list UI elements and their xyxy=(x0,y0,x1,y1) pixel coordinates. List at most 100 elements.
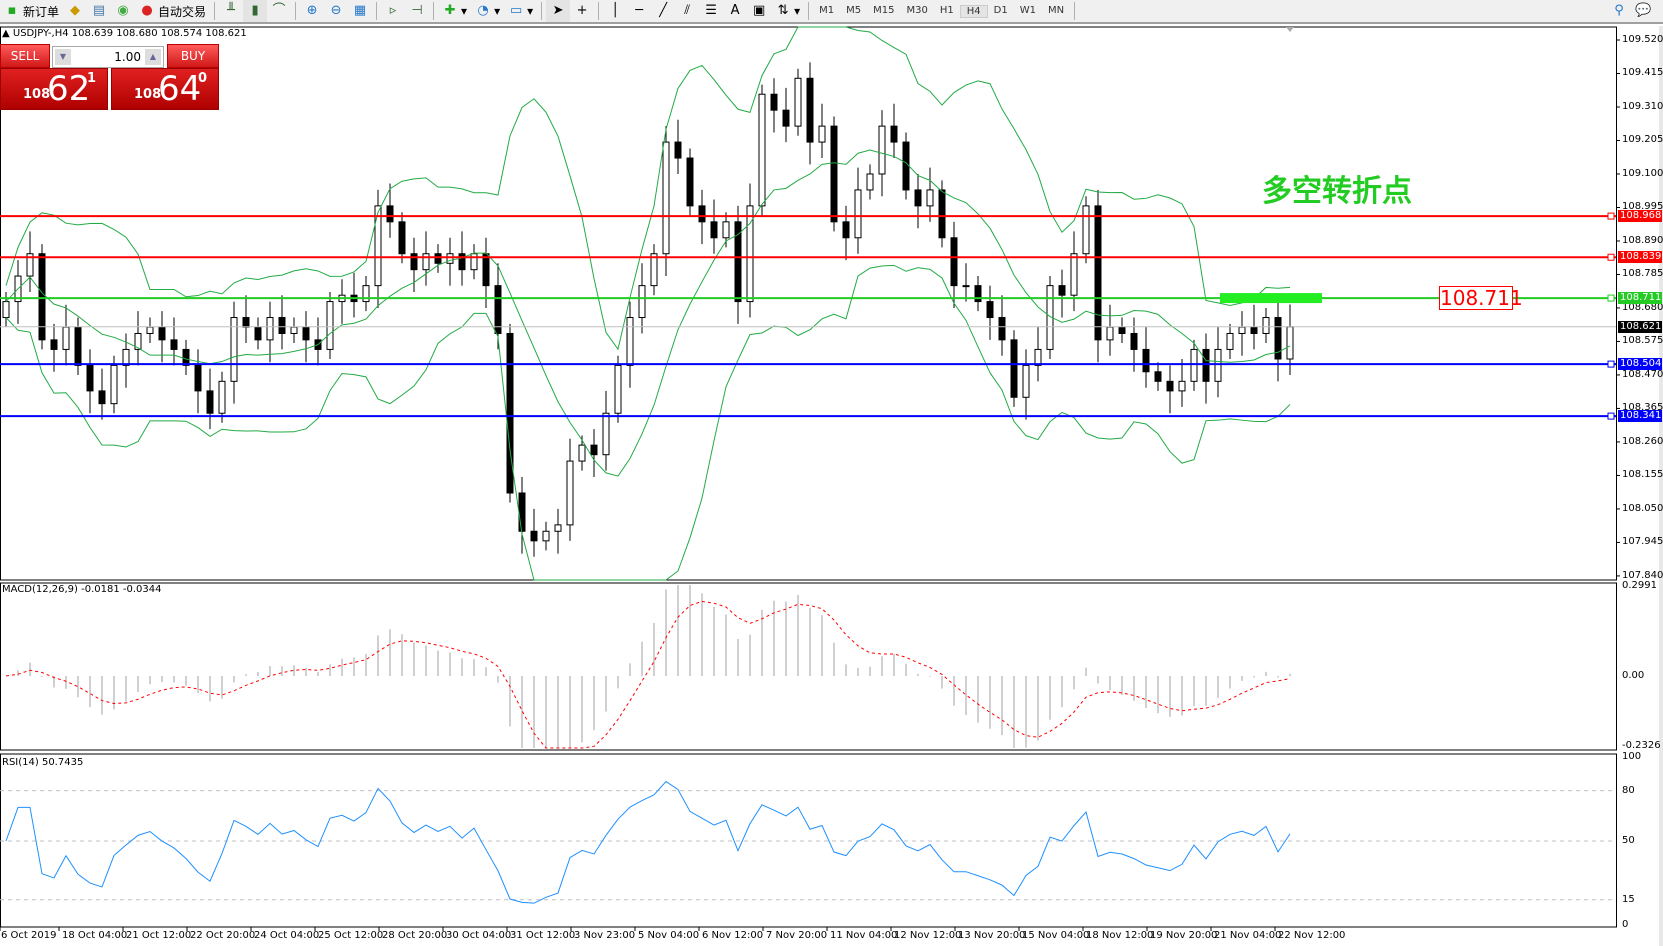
time-axis-label: 12 Nov 12:00 xyxy=(894,930,962,941)
level-handle[interactable] xyxy=(1607,294,1615,302)
bear-candle xyxy=(494,285,502,334)
crosshair-button[interactable]: + xyxy=(570,0,594,22)
chart-shift-button[interactable]: ⊣ xyxy=(405,0,429,22)
level-handle[interactable] xyxy=(1607,253,1615,261)
lot-input[interactable]: 1.00 xyxy=(114,50,141,64)
periods-button[interactable]: ◔ ▾ xyxy=(471,0,504,22)
turning-point-annotation[interactable]: 多空转折点 xyxy=(1262,174,1412,209)
level-handle[interactable] xyxy=(1607,412,1615,420)
horizontal-line-button[interactable]: ─ xyxy=(627,0,651,22)
chevron-down-icon: ▾ xyxy=(494,4,501,18)
sell-button[interactable]: SELL xyxy=(0,44,50,68)
timeframe-bar: M1 M5 M15 M30 H1 H4 D1 W1 MN xyxy=(813,4,1070,18)
bear-candle xyxy=(890,125,898,143)
price-tick-label: 108.680 xyxy=(1622,301,1663,313)
templates-button[interactable]: ▭ ▾ xyxy=(504,0,537,22)
timeframe-w1[interactable]: W1 xyxy=(1019,4,1036,16)
bear-candle xyxy=(770,93,778,111)
text-button[interactable]: A xyxy=(723,0,747,22)
bear-candle xyxy=(194,364,202,392)
time-axis-label: 18 Oct 04:00 xyxy=(62,930,128,941)
bar-chart-button[interactable]: ╨ xyxy=(219,0,243,22)
lot-stepper[interactable]: ▼ 1.00 ▲ xyxy=(52,46,164,68)
bar-chart-icon: ╨ xyxy=(227,3,235,18)
auto-trading-button[interactable]: ● 自动交易 xyxy=(135,0,210,22)
timeframe-d1[interactable]: D1 xyxy=(993,4,1008,16)
indicators-button[interactable]: ✚ ▾ xyxy=(438,0,471,22)
price-tick-label: 108.470 xyxy=(1622,368,1663,380)
lot-increase-button[interactable]: ▲ xyxy=(145,49,161,65)
tile-windows-button[interactable]: ▦ xyxy=(348,0,372,22)
equidistant-channel-button[interactable]: ⫽ xyxy=(675,0,699,22)
bear-candle xyxy=(458,253,466,271)
level-price-label[interactable]: 108.711 xyxy=(1439,286,1523,310)
timeframe-m5[interactable]: M5 xyxy=(846,4,862,16)
bull-candle xyxy=(110,364,118,405)
bear-candle xyxy=(938,189,946,239)
line-chart-button[interactable]: ⌒ xyxy=(267,0,291,22)
cursor-button[interactable]: ➤ xyxy=(546,0,571,22)
arrows-button[interactable]: ⇅ ▾ xyxy=(771,0,804,22)
history-center-button[interactable]: ◆ xyxy=(63,0,87,22)
bull-candle xyxy=(1190,348,1198,382)
timeframe-h1[interactable]: H1 xyxy=(939,4,954,16)
price-tick-label: 108.890 xyxy=(1622,234,1663,246)
bear-candle xyxy=(398,221,406,255)
timeframe-h4[interactable]: H4 xyxy=(959,4,988,18)
bear-candle xyxy=(158,326,166,341)
autoscroll-button[interactable]: ▹ xyxy=(381,0,405,22)
divider xyxy=(376,2,378,20)
bull-candle xyxy=(374,205,382,287)
bear-candle xyxy=(170,339,178,350)
buy-button[interactable]: BUY xyxy=(167,44,219,68)
new-order-button[interactable]: ▪ 新订单 xyxy=(0,0,63,22)
indicators-icon: ✚ xyxy=(444,3,456,18)
bear-candle xyxy=(950,237,958,287)
lot-decrease-button[interactable]: ▼ xyxy=(55,49,71,65)
price-tick-label: 109.100 xyxy=(1622,167,1663,179)
bull-candle xyxy=(1022,364,1030,398)
search-icon: ⚲ xyxy=(1614,3,1624,18)
bull-candle xyxy=(554,524,562,532)
text-label-button[interactable]: ▣ xyxy=(747,0,771,22)
macd-tick-label: 0.2991 xyxy=(1622,580,1657,591)
divider xyxy=(1074,2,1076,20)
zoom-in-button[interactable]: ⊕ xyxy=(300,0,324,22)
bull-candle xyxy=(650,253,658,287)
timeframe-m30[interactable]: M30 xyxy=(906,4,928,16)
bollinger-lower xyxy=(5,264,1291,581)
bear-candle xyxy=(182,348,190,366)
trendline-button[interactable]: ╱ xyxy=(651,0,675,22)
timeframe-m15[interactable]: M15 xyxy=(873,4,895,16)
level-handle[interactable] xyxy=(1607,212,1615,220)
signals-button[interactable]: ◉ xyxy=(111,0,135,22)
fibonacci-button[interactable]: ☰ xyxy=(699,0,723,22)
autoscroll-icon: ▹ xyxy=(389,3,397,18)
time-axis-label: 18 Nov 12:00 xyxy=(1086,930,1154,941)
fibonacci-icon: ☰ xyxy=(705,3,717,18)
price-tick-label: 109.520 xyxy=(1622,34,1663,45)
level-handle[interactable] xyxy=(1607,360,1615,368)
chat-button[interactable]: 💬 xyxy=(1631,0,1655,22)
zoom-out-button[interactable]: ⊖ xyxy=(324,0,348,22)
bull-candle xyxy=(638,285,646,319)
price-tick-label: 108.050 xyxy=(1622,502,1663,514)
metaeditor-button[interactable]: ▤ xyxy=(87,0,111,22)
macd-label: MACD(12,26,9) -0.0181 -0.0344 xyxy=(2,584,162,595)
bull-candle xyxy=(854,189,862,239)
time-axis-label: 24 Oct 04:00 xyxy=(254,930,320,941)
buy-price[interactable]: 108 64 0 xyxy=(111,68,219,110)
turning-point-zone[interactable] xyxy=(1220,293,1322,304)
search-button[interactable]: ⚲ xyxy=(1607,0,1631,22)
sell-price[interactable]: 108 62 1 xyxy=(0,68,108,110)
candlestick-button[interactable]: ▮ xyxy=(243,0,268,22)
timeframe-m1[interactable]: M1 xyxy=(819,4,835,16)
bear-candle xyxy=(1094,205,1102,341)
vertical-line-icon: │ xyxy=(611,3,620,18)
bear-candle xyxy=(902,141,910,191)
vertical-line-button[interactable]: │ xyxy=(603,0,627,22)
timeframe-mn[interactable]: MN xyxy=(1047,4,1065,16)
bear-candle xyxy=(434,253,442,264)
chart-shift-marker[interactable] xyxy=(1286,27,1294,32)
